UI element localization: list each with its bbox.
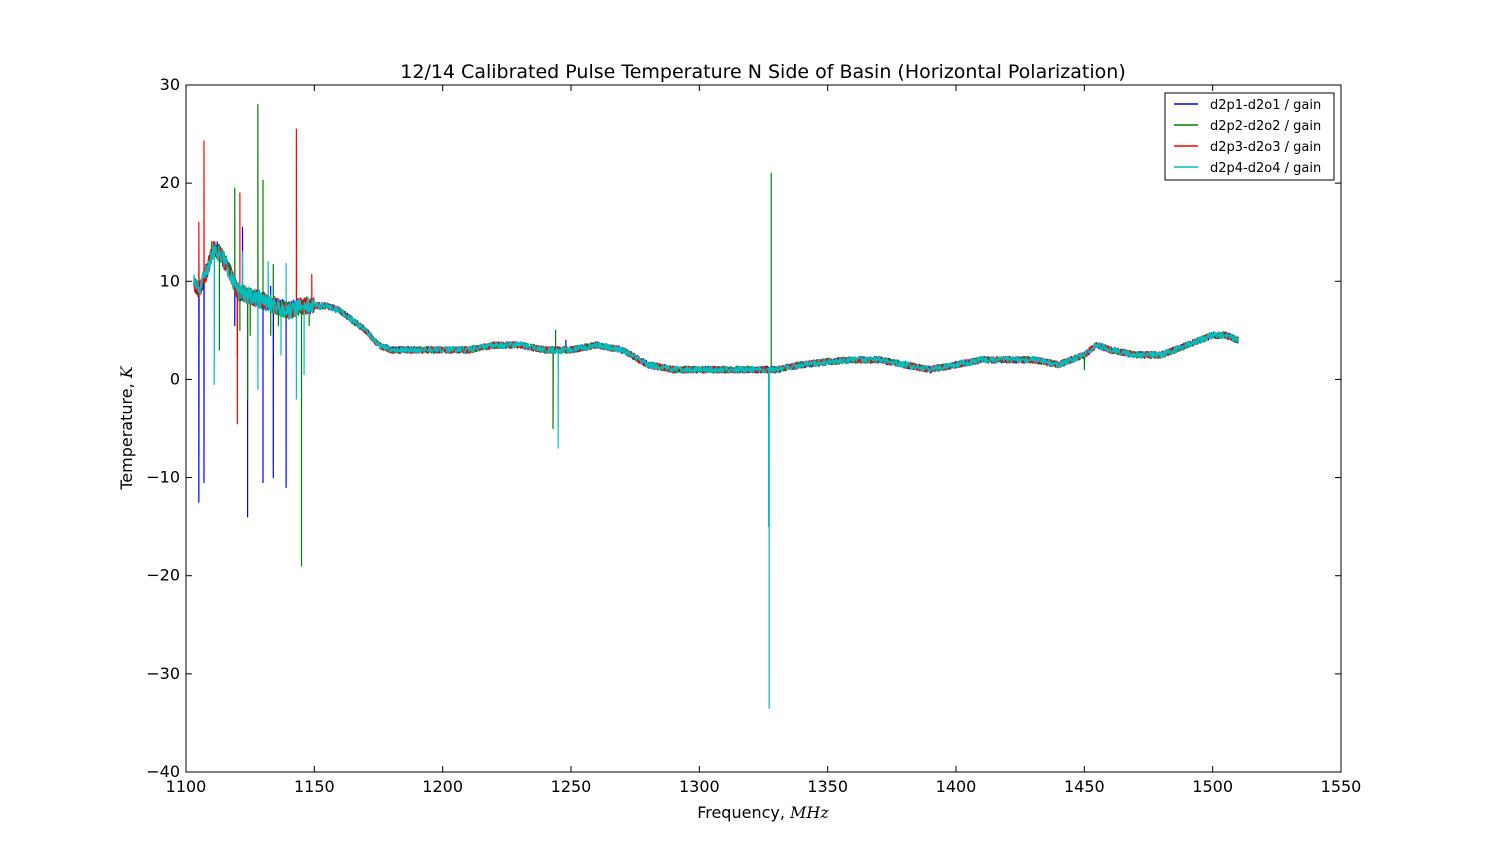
x-tick-label: 1200 [422,777,463,796]
legend-entry-1: d2p1-d2o1 / gain [1174,98,1321,113]
legend-label-1: d2p1-d2o1 / gain [1210,98,1321,113]
y-tick-label: 20 [160,173,180,192]
y-axis-label: Temperature, [117,383,136,490]
legend-entry-4: d2p4-d2o4 / gain [1174,161,1321,176]
x-tick-label: 1500 [1192,777,1233,796]
x-tick-label: 1450 [1064,777,1105,796]
y-tick-label: 30 [160,75,180,94]
series-group [193,104,1239,709]
x-axis-label: Frequency, [697,803,785,822]
plot-frame [185,84,1342,773]
x-axis-title: Frequency, MHz [697,803,829,822]
x-tick-label: 1400 [936,777,977,796]
y-axis-unit: K [117,365,136,379]
y-tick-label: −10 [146,468,180,487]
legend-entry-2: d2p2-d2o2 / gain [1174,119,1321,134]
x-tick-label: 1550 [1321,777,1362,796]
x-tick-label: 1150 [294,777,335,796]
legend-box [1164,92,1335,181]
legend: d2p1-d2o1 / gain d2p2-d2o2 / gain d2p3-d… [1164,92,1335,181]
x-axis-ticks: 1100 1150 1200 1250 1300 1350 1400 1450 1500 1550 [166,85,1362,796]
y-tick-label: −40 [146,762,180,781]
y-tick-label: 0 [170,369,180,388]
legend-label-2: d2p2-d2o2 / gain [1210,119,1321,134]
x-tick-label: 1100 [166,777,207,796]
chart-title: 12/14 Calibrated Pulse Temperature N Sid… [400,61,1125,83]
legend-label-4: d2p4-d2o4 / gain [1210,161,1321,176]
series-line-4 [193,242,1239,709]
y-axis-title: Temperature, K [117,365,136,491]
x-tick-label: 1350 [807,777,848,796]
y-tick-label: −20 [146,566,180,585]
x-axis-unit: MHz [789,803,829,822]
x-tick-label: 1300 [679,777,720,796]
y-axis-ticks: −40 −30 −20 −10 0 10 20 30 [146,75,1341,781]
legend-label-3: d2p3-d2o3 / gain [1210,140,1321,155]
legend-entry-3: d2p3-d2o3 / gain [1174,140,1321,155]
y-tick-label: 10 [160,271,180,290]
plot-area: 1100 1150 1200 1250 1300 1350 1400 1450 1500 1550… [146,75,1361,796]
x-tick-label: 1250 [551,777,592,796]
y-tick-label: −30 [146,664,180,683]
